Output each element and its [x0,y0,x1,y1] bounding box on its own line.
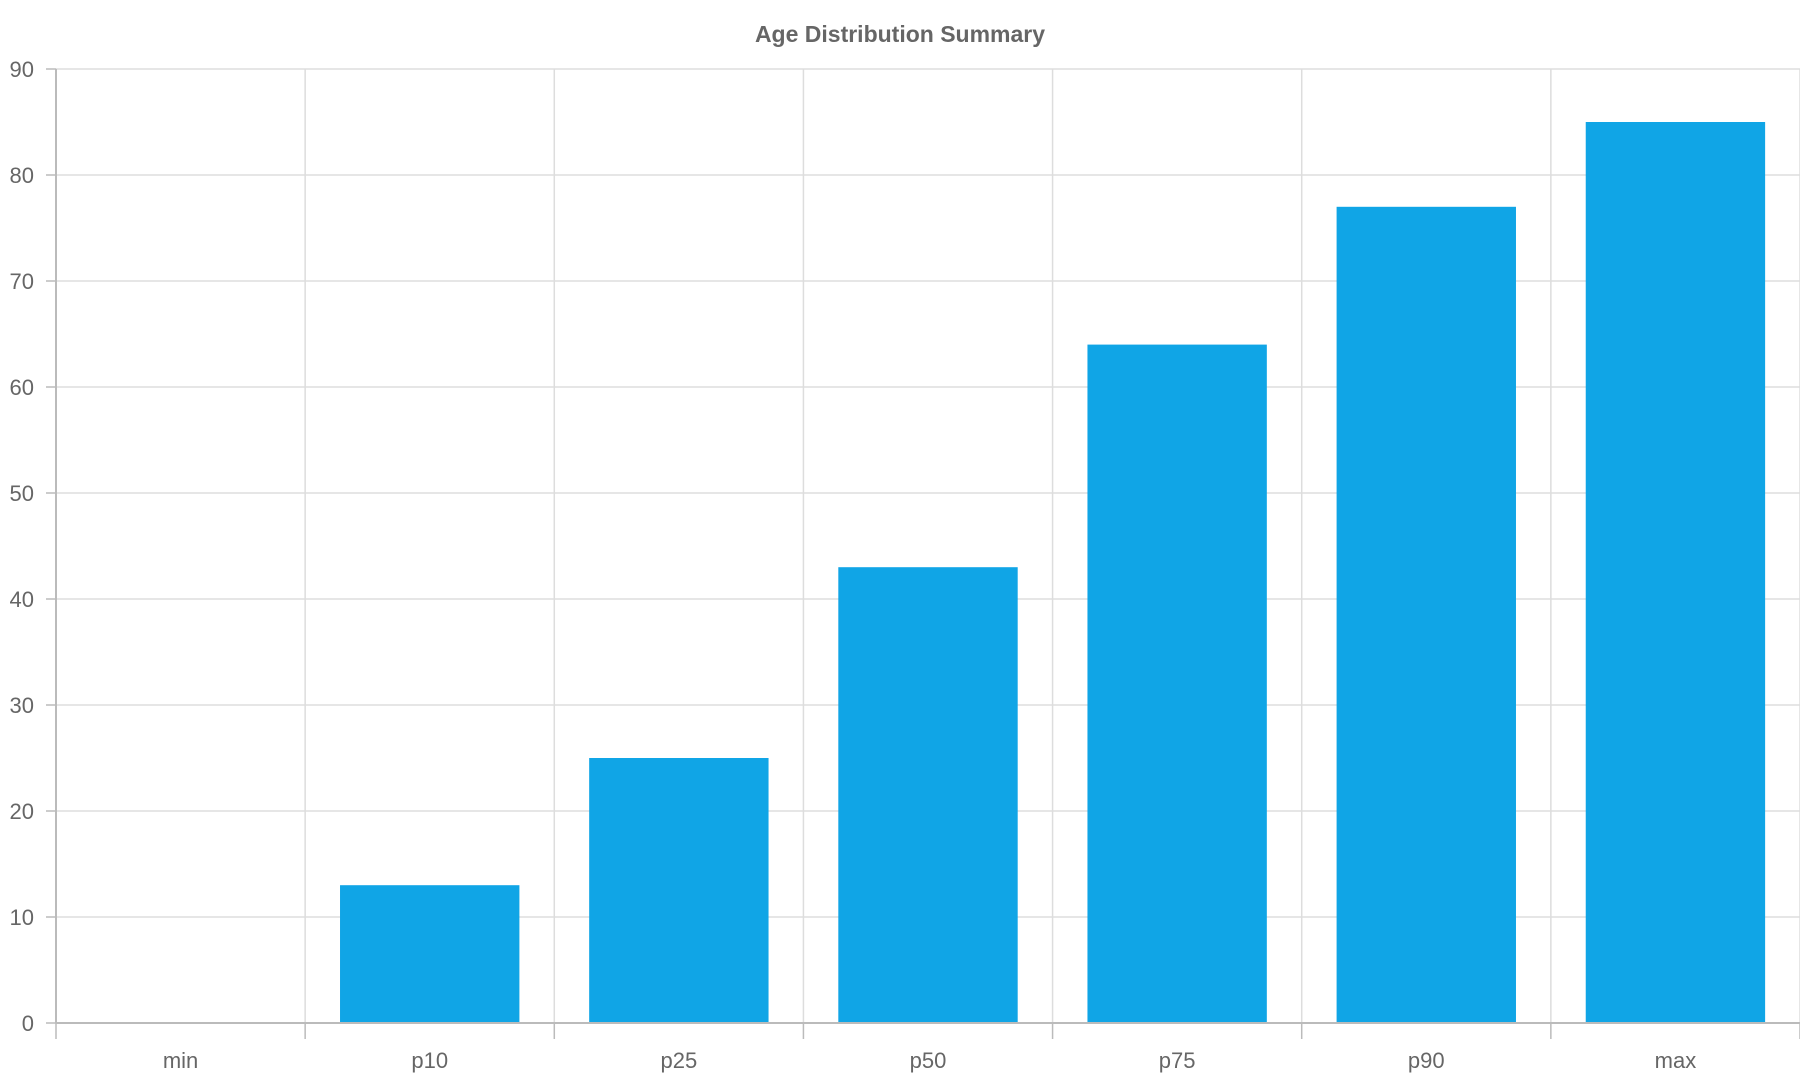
grid-lines [56,68,1800,1023]
chart-title: Age Distribution Summary [755,21,1045,47]
x-tick-label-max: max [1655,1048,1697,1073]
bar-p50 [838,567,1018,1023]
bar-p10 [340,885,520,1023]
y-tick-label-50: 50 [10,481,34,506]
y-tick-labels: 0 10 20 30 40 50 60 70 80 90 [10,57,34,1036]
bar-p75 [1087,344,1267,1024]
y-tick-label-80: 80 [10,163,34,188]
x-tick-label-p25: p25 [660,1048,697,1073]
y-tick-label-70: 70 [10,269,34,294]
y-tick-label-0: 0 [22,1011,34,1036]
bars [340,122,1766,1024]
y-tick-label-60: 60 [10,375,34,400]
x-tick-label-p50: p50 [910,1048,947,1073]
x-tick-label-min: min [163,1048,198,1073]
bar-max [1585,122,1766,1023]
y-tick-label-20: 20 [10,799,34,824]
y-tick-label-30: 30 [10,693,34,718]
y-tick-label-40: 40 [10,587,34,612]
x-tick-label-p75: p75 [1159,1048,1196,1073]
x-tick-label-p90: p90 [1408,1048,1445,1073]
bar-p90 [1336,206,1516,1024]
x-tick-labels: min p10 p25 p50 p75 p90 max [163,1048,1696,1073]
y-tick-label-10: 10 [10,905,34,930]
bar-p25 [589,758,769,1023]
x-tick-label-p10: p10 [411,1048,448,1073]
axes [46,68,1800,1039]
y-tick-label-90: 90 [10,57,34,82]
